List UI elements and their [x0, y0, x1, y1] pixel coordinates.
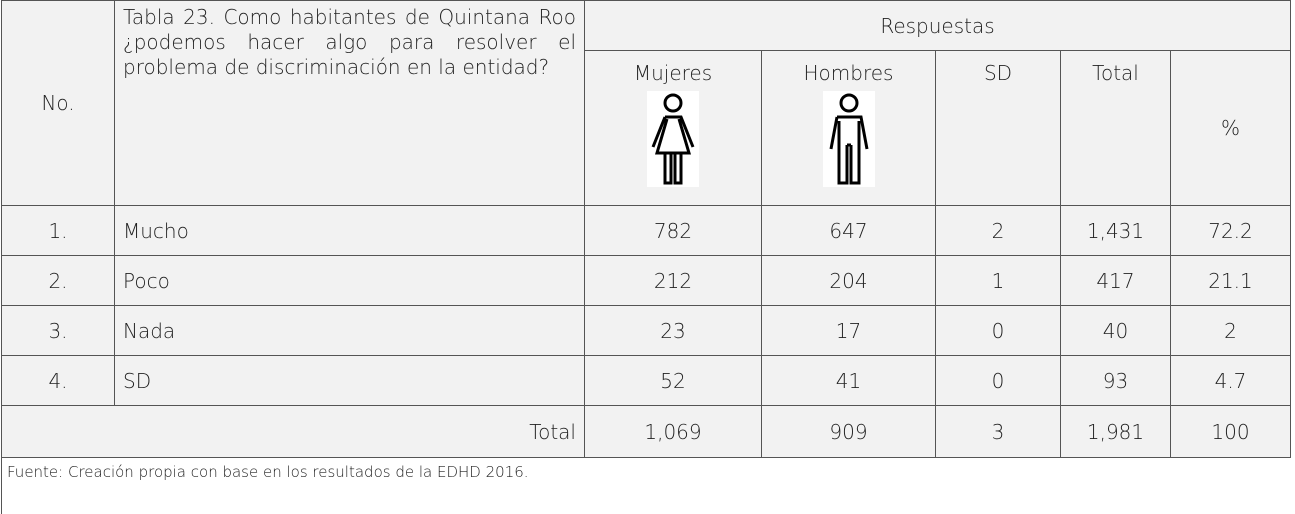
cell: 4.7 — [1169, 355, 1292, 406]
column-header: Mujeres — [584, 50, 762, 206]
header-row: Mujeres Hombres SD Total — [2, 50, 1292, 206]
cell: 0 — [935, 355, 1061, 406]
column-header: SD — [935, 50, 1061, 206]
cell: 204 — [761, 255, 936, 306]
column-header: Hombres — [761, 50, 936, 206]
data-table: No. Tabla 23. Como habitantes de Quintan… — [1, 0, 1292, 458]
cell: 52 — [584, 355, 762, 406]
cell: 40 — [1060, 305, 1171, 356]
cell: 21.1 — [1169, 255, 1292, 306]
cell: 0 — [935, 305, 1061, 356]
cell: 782 — [584, 205, 762, 256]
header-row: No. Tabla 23. Como habitantes de Quintan… — [1, 0, 1292, 206]
cell: 212 — [584, 255, 762, 306]
data-row: 2. Poco 212 204 1 417 21.1 — [1, 255, 1292, 306]
row-number: 3. — [1, 305, 115, 356]
row-label: SD — [114, 355, 585, 406]
total-label: Total — [1, 405, 585, 458]
cell: 93 — [1060, 355, 1171, 406]
male-icon — [822, 91, 875, 187]
row-number: 1. — [1, 205, 115, 256]
cell: 17 — [761, 305, 936, 356]
total-row: Total 1,069 909 3 1,981 100 — [1, 405, 1292, 458]
cell: 41 — [761, 355, 936, 406]
row-number: 2. — [1, 255, 115, 306]
group-header: Respuestas — [583, 0, 1292, 51]
cell: 23 — [584, 305, 762, 356]
female-icon — [647, 91, 699, 187]
cell: 417 — [1060, 255, 1171, 306]
column-header: Total — [1060, 50, 1171, 206]
column-header: % — [1169, 50, 1292, 206]
row-label: Nada — [114, 305, 585, 356]
row-label: Poco — [114, 255, 585, 306]
row-label: Mucho — [114, 205, 585, 256]
cell: 1,431 — [1060, 205, 1171, 256]
row-number: 4. — [1, 355, 115, 406]
cell: 647 — [761, 205, 936, 256]
cell: 2 — [935, 205, 1061, 256]
footer: Fuente: Creación propia con base en los … — [1, 457, 1291, 514]
cell: 72.2 — [1169, 205, 1292, 256]
column-label: Hombres — [803, 61, 894, 85]
cell: 3 — [935, 405, 1061, 458]
data-row: 3. Nada 23 17 0 40 2 — [1, 305, 1292, 356]
source-note: Fuente: Creación propia con base en los … — [7, 463, 529, 481]
question-header: Tabla 23. Como habitantes de Quintana Ro… — [114, 0, 585, 206]
data-row: 4. SD 52 41 0 93 4.7 — [1, 355, 1292, 406]
data-row: 1. Mucho 782 647 2 1,431 72.2 — [1, 205, 1292, 256]
cell: 100 — [1169, 405, 1292, 458]
cell: 1 — [935, 255, 1061, 306]
cell: 909 — [761, 405, 936, 458]
cell: 1,069 — [584, 405, 762, 458]
no-header: No. — [1, 0, 115, 206]
column-label: Mujeres — [633, 61, 713, 85]
cell: 1,981 — [1060, 405, 1171, 458]
cell: 2 — [1169, 305, 1292, 356]
